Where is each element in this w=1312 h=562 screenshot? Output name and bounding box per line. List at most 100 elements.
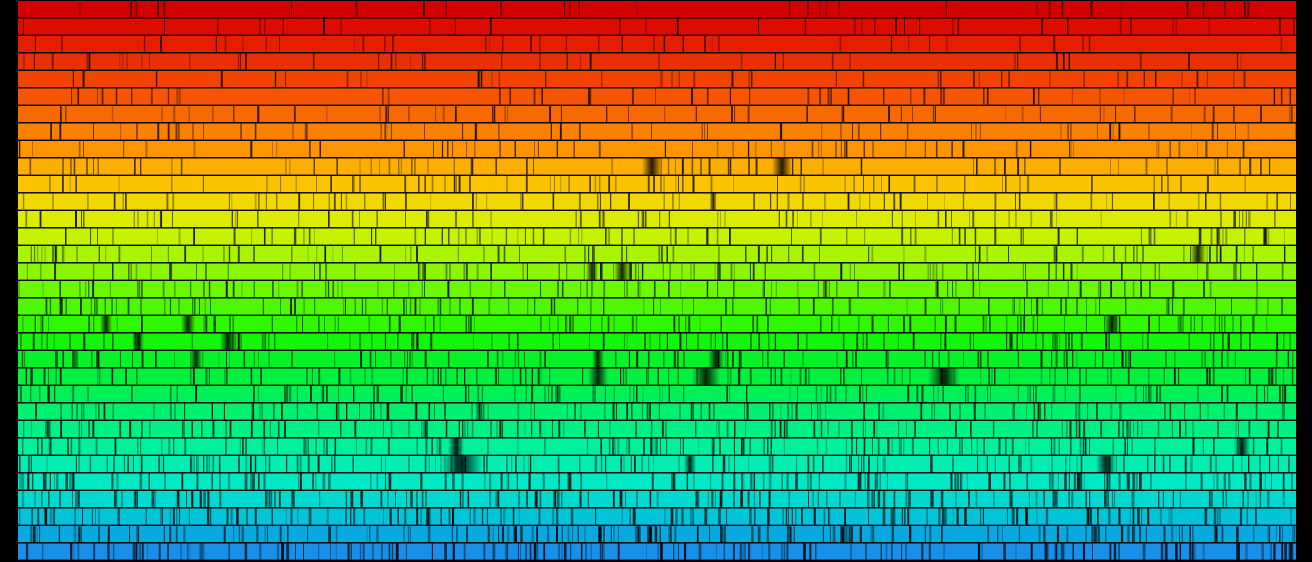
absorption-line: [244, 351, 246, 368]
absorption-line: [906, 298, 908, 315]
absorption-line: [924, 298, 927, 315]
absorption-line: [1090, 193, 1093, 210]
absorption-line: [598, 176, 601, 193]
absorption-line: [32, 333, 35, 350]
absorption-line: [483, 246, 485, 263]
absorption-line: [693, 71, 696, 88]
absorption-line: [1239, 508, 1242, 525]
absorption-line: [595, 508, 597, 525]
absorption-line: [768, 456, 771, 473]
strong-absorption-line: [928, 368, 960, 385]
absorption-line: [1221, 351, 1223, 368]
absorption-line: [1236, 53, 1238, 70]
absorption-line: [360, 491, 364, 508]
absorption-line: [98, 526, 100, 543]
absorption-line: [808, 368, 810, 385]
absorption-line: [34, 36, 36, 53]
strong-absorption-line: [1234, 438, 1250, 455]
absorption-line: [1225, 228, 1228, 245]
absorption-line: [969, 333, 972, 350]
absorption-line: [335, 526, 338, 543]
absorption-line: [823, 508, 826, 525]
absorption-line: [1227, 333, 1229, 350]
absorption-line: [25, 211, 28, 228]
absorption-line: [518, 508, 520, 525]
absorption-line: [1015, 141, 1018, 158]
absorption-line: [525, 543, 527, 560]
absorption-line: [725, 298, 727, 315]
absorption-line: [421, 491, 424, 508]
absorption-line: [203, 491, 206, 508]
absorption-line: [118, 246, 121, 263]
absorption-line: [1068, 333, 1070, 350]
absorption-line: [637, 526, 640, 543]
absorption-line: [507, 106, 508, 123]
absorption-line: [376, 526, 379, 543]
absorption-line: [1277, 456, 1279, 473]
absorption-line: [813, 263, 816, 280]
absorption-line: [578, 193, 581, 210]
absorption-line: [1250, 158, 1252, 175]
absorption-line: [88, 421, 90, 438]
absorption-line: [559, 123, 562, 140]
absorption-line: [635, 526, 637, 543]
absorption-line: [1263, 228, 1266, 245]
absorption-line: [225, 281, 228, 298]
absorption-line: [45, 421, 47, 438]
absorption-line: [191, 456, 193, 473]
absorption-line: [361, 298, 363, 315]
absorption-line: [651, 123, 653, 140]
absorption-line: [1211, 491, 1213, 508]
absorption-line: [1057, 228, 1060, 245]
absorption-line: [30, 246, 33, 263]
absorption-line: [1014, 298, 1015, 315]
absorption-line: [1100, 421, 1103, 438]
absorption-line: [176, 88, 178, 105]
absorption-line: [863, 141, 865, 158]
absorption-line: [592, 246, 594, 263]
absorption-line: [721, 333, 724, 350]
absorption-line: [1140, 228, 1142, 245]
absorption-line: [962, 141, 965, 158]
absorption-line: [424, 176, 427, 193]
spectrum-band: [18, 543, 1296, 560]
absorption-line: [1206, 71, 1208, 88]
absorption-line: [973, 403, 975, 420]
absorption-line: [401, 386, 403, 403]
absorption-line: [28, 456, 30, 473]
absorption-line: [603, 298, 605, 315]
absorption-line: [305, 123, 308, 140]
absorption-line: [1233, 106, 1235, 123]
absorption-line: [1196, 71, 1199, 88]
absorption-line: [238, 456, 240, 473]
absorption-line: [1206, 368, 1209, 385]
absorption-line: [552, 333, 554, 350]
absorption-line: [855, 351, 857, 368]
spectrum-band: [18, 281, 1296, 298]
absorption-line: [1016, 333, 1018, 350]
absorption-line: [281, 403, 283, 420]
absorption-line: [1009, 491, 1013, 508]
absorption-line: [1156, 141, 1158, 158]
absorption-line: [1050, 438, 1053, 455]
absorption-line: [827, 88, 830, 105]
absorption-line: [806, 106, 808, 123]
absorption-line: [764, 263, 766, 280]
absorption-line: [376, 473, 379, 490]
absorption-line: [307, 526, 309, 543]
absorption-line: [1224, 1, 1226, 18]
absorption-line: [782, 53, 784, 70]
absorption-line: [725, 351, 727, 368]
absorption-line: [1158, 316, 1160, 333]
absorption-line: [847, 193, 850, 210]
absorption-line: [395, 491, 396, 508]
absorption-line: [145, 141, 148, 158]
absorption-line: [1191, 543, 1194, 560]
absorption-line: [1209, 246, 1211, 263]
absorption-line: [508, 298, 510, 315]
absorption-line: [659, 211, 661, 228]
absorption-line: [851, 526, 853, 543]
absorption-line: [973, 333, 974, 350]
absorption-line: [1217, 158, 1218, 175]
absorption-line: [817, 403, 819, 420]
